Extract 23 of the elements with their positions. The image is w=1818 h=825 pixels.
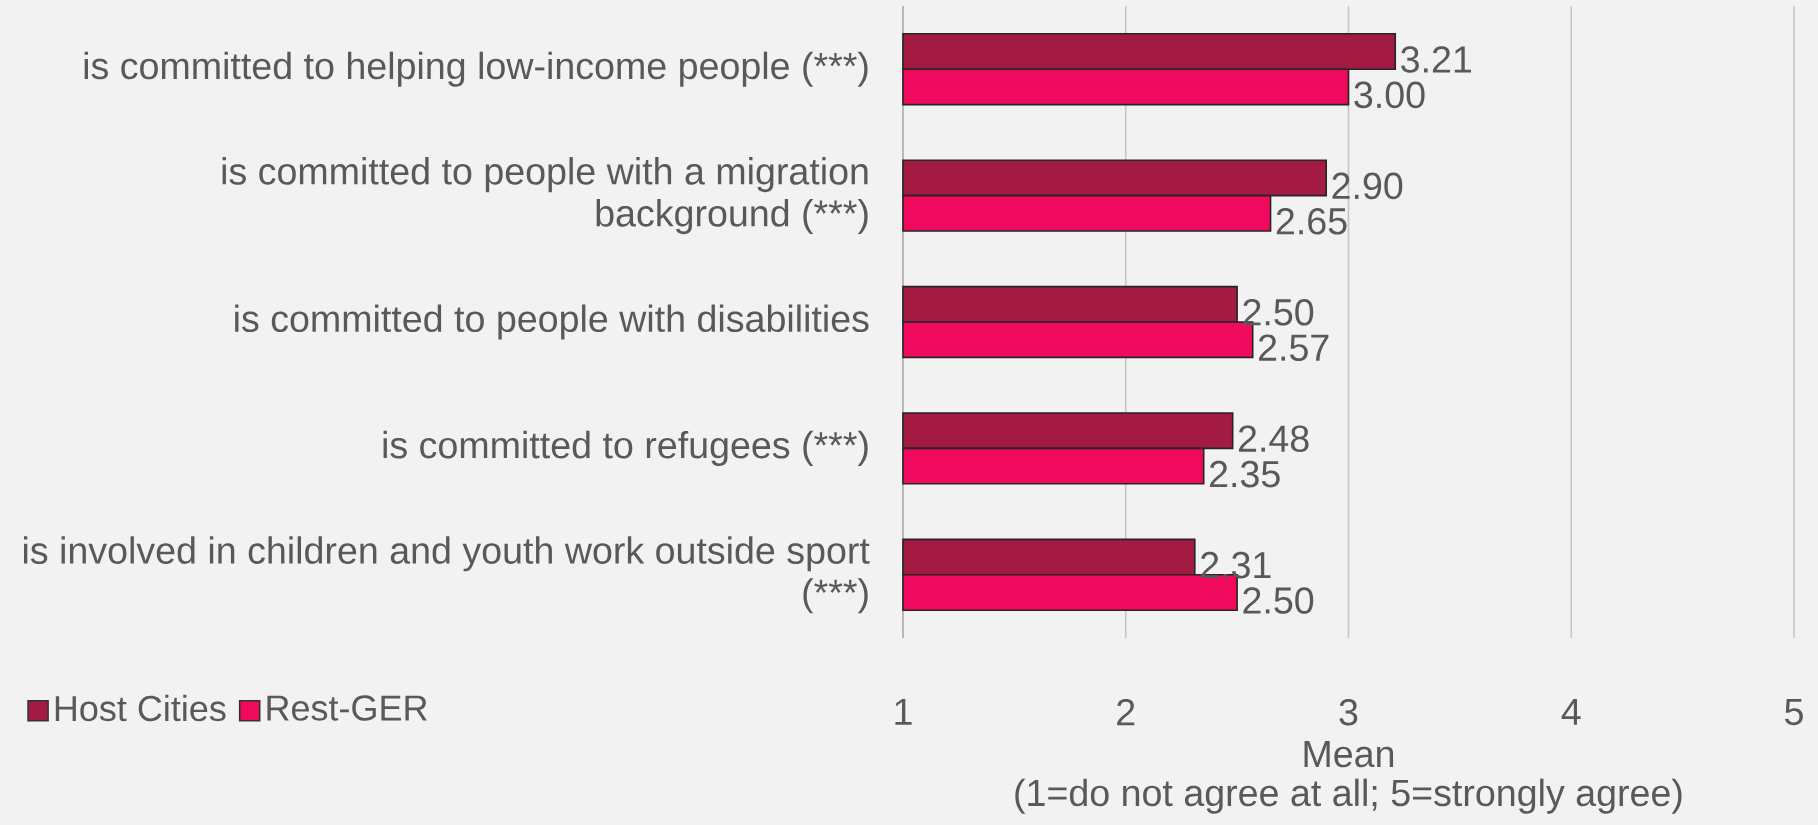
data-label: 3.00 [1354,81,1425,109]
data-label: 2.35 [1210,460,1280,488]
data-label: 2.90 [1332,172,1403,200]
x-tick-label: 2 [1117,698,1135,726]
legend-label: Host Cities [55,694,226,722]
legend-label: Rest-GER [267,695,427,721]
y-tick-label: is committed to people with disabilities [235,304,869,340]
y-tick-label: is committed to people with a migration background (***) [222,157,868,235]
x-axis-title: Mean (1=do not agree at all; 5=strongly agree) [1015,741,1682,814]
data-label: 2.65 [1276,207,1347,235]
data-label: 2.50 [1243,299,1314,326]
data-label: 2.31 [1201,551,1271,579]
data-label: 2.48 [1238,425,1309,453]
data-label: 3.21 [1401,46,1471,73]
y-tick-label: is committed to refugees (***) [383,430,868,466]
y-tick-label: is committed to helping low-income people (***) [84,51,868,87]
y-tick-label: is involved in children and youth work outside sport (***) [23,536,870,614]
data-label: 2.50 [1243,587,1314,614]
x-tick-label: 4 [1561,698,1581,725]
x-tick-label: 5 [1785,698,1803,726]
data-label: 2.57 [1259,334,1329,362]
x-tick-label: 3 [1339,698,1358,726]
x-tick-label: 1 [895,698,912,725]
